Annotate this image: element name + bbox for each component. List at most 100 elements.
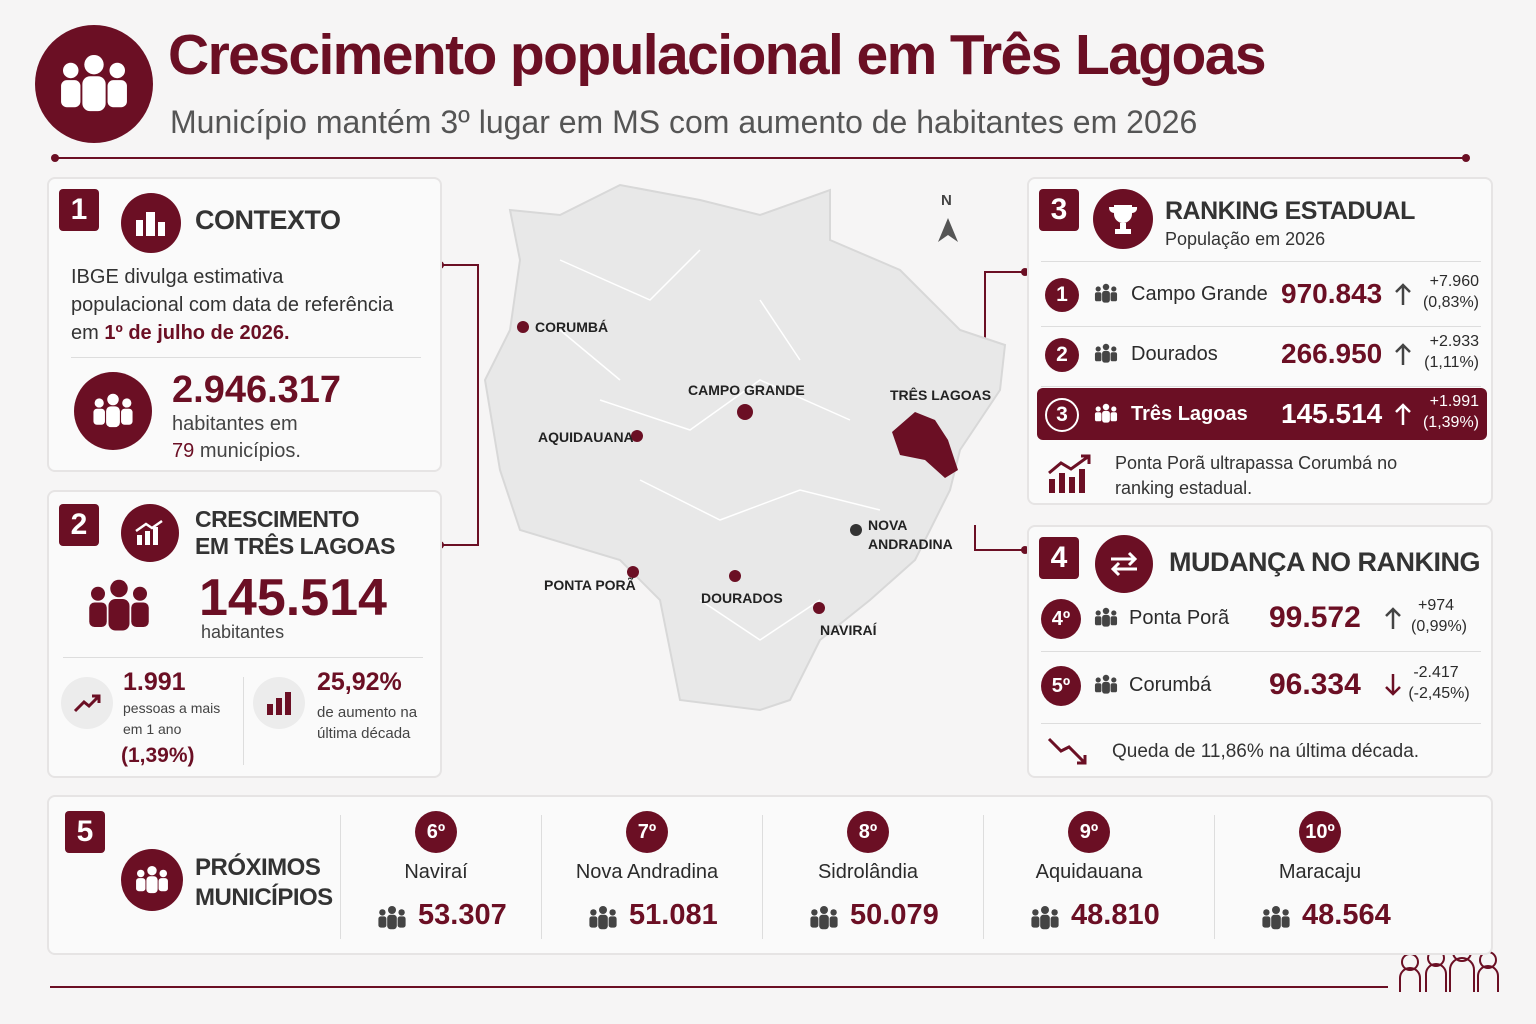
divider [1041, 326, 1481, 327]
stat-value: 1.991 [123, 668, 186, 696]
section-title: RANKING ESTADUAL [1165, 197, 1415, 225]
population: 48.810 [1071, 899, 1160, 931]
city-name: Nova Andradina [575, 861, 719, 883]
section-subtitle: População em 2026 [1165, 229, 1326, 249]
stat-label: de aumento na última década [317, 704, 418, 742]
city-dot [627, 566, 639, 578]
section-number: 4 [1039, 537, 1079, 579]
city-dot [729, 570, 741, 582]
subtitle: Município mantém 3º lugar em MS com aume… [170, 104, 1198, 140]
icon [1260, 905, 1292, 936]
change: +7.960 [1429, 273, 1479, 290]
section-title: CONTEXTO [195, 205, 341, 235]
city-label: TRÊS LAGOAS [890, 387, 992, 403]
stat-text: habitantes em [172, 413, 298, 435]
city-dot [631, 430, 643, 442]
city-dot [737, 404, 753, 420]
city-name: Naviraí [404, 861, 468, 883]
change: +974 [1417, 597, 1455, 614]
change: +2.933 [1429, 333, 1479, 350]
rank-badge: 9º [1068, 811, 1110, 853]
divider [1041, 723, 1481, 724]
divider [63, 657, 423, 658]
context-text: IBGE divulga estimativa populacional com… [71, 263, 401, 347]
population: 145.514 [1281, 398, 1383, 429]
section-number: 3 [1039, 189, 1079, 231]
rank-badge: 4º [1041, 599, 1081, 639]
highlight: 1º de julho de 2026. [104, 322, 290, 344]
icon [1048, 454, 1091, 493]
text: IBGE divulga estimativa populacional com… [71, 266, 394, 344]
stat-extra: (1,39%) [121, 744, 195, 767]
rank-badge: 1 [1045, 278, 1079, 312]
population: 970.843 [1281, 278, 1383, 309]
arrow [1383, 605, 1403, 636]
city-name: Campo Grande [1131, 283, 1268, 305]
divider [71, 357, 421, 358]
icon [121, 193, 181, 253]
stat-text: 79 municípios. [172, 440, 301, 463]
city-name: Dourados [1131, 343, 1218, 365]
icon [808, 905, 840, 936]
divider [1041, 651, 1481, 652]
change: +1.991 [1429, 393, 1479, 410]
card-crescimento: 2 CRESCIMENTO EM TRÊS LAGOAS 145.514 hab… [47, 490, 442, 778]
rank-badge: 5º [1041, 666, 1081, 706]
city-name: Aquidauana [1035, 861, 1143, 883]
divider [541, 815, 542, 939]
icon [1093, 607, 1119, 633]
card-ranking: 3 RANKING ESTADUAL População em 2026 Pon… [1027, 177, 1493, 505]
icon [1047, 737, 1087, 765]
rank-badge: 3 [1045, 398, 1079, 432]
section-title: MUDANÇA NO RANKING [1169, 547, 1480, 577]
city-dot [813, 602, 825, 614]
arrow [1393, 401, 1413, 432]
icon [587, 905, 619, 936]
divider [762, 815, 763, 939]
city-label: AQUIDAUANA [538, 429, 634, 445]
icon [74, 372, 152, 450]
rank-badge: 6º [415, 811, 457, 853]
rank-badge: 8º [847, 811, 889, 853]
city-label: PONTA PORÃ [544, 577, 636, 593]
icon [1093, 403, 1119, 429]
rank-badge: 2 [1045, 338, 1079, 372]
change-pct: (-2,45%) [1408, 685, 1470, 702]
icon [61, 677, 113, 729]
change-pct: (1,39%) [1422, 414, 1479, 431]
section-number: 1 [59, 189, 99, 231]
unit: habitantes [201, 622, 285, 642]
city-name: Sidrolândia [817, 861, 919, 883]
rank-badge: 7º [626, 811, 668, 853]
section-number: 5 [65, 811, 105, 853]
icon [121, 849, 183, 911]
divider [983, 815, 984, 939]
city-name: Corumbá [1129, 674, 1212, 696]
compass-label: N [941, 192, 952, 209]
divider [1214, 815, 1215, 939]
icon [121, 504, 179, 562]
population: 96.334 [1269, 668, 1361, 701]
population: 99.572 [1269, 601, 1361, 634]
city-label: DOURADOS [701, 590, 783, 606]
arrow [1393, 281, 1413, 312]
population: 51.081 [629, 899, 718, 931]
icon [1029, 905, 1061, 936]
icon [84, 576, 154, 636]
icon [1093, 189, 1153, 249]
title: Crescimento populacional em Três Lagoas [168, 23, 1267, 87]
icon [1093, 674, 1119, 700]
population: 266.950 [1281, 338, 1383, 369]
header-icon [35, 25, 153, 143]
stat-label: pessoas a mais em 1 ano [123, 700, 221, 737]
icon [1093, 343, 1119, 369]
city-name: Três Lagoas [1131, 403, 1248, 425]
card-mudanca: 4 MUDANÇA NO RANKING Queda de 11,86% na … [1027, 525, 1493, 778]
change: -2.417 [1413, 664, 1459, 681]
rank-badge: 10º [1299, 811, 1341, 853]
population: 50.079 [850, 899, 939, 931]
change-pct: (0,83%) [1422, 294, 1479, 311]
city-label: CAMPO GRANDE [688, 382, 805, 398]
